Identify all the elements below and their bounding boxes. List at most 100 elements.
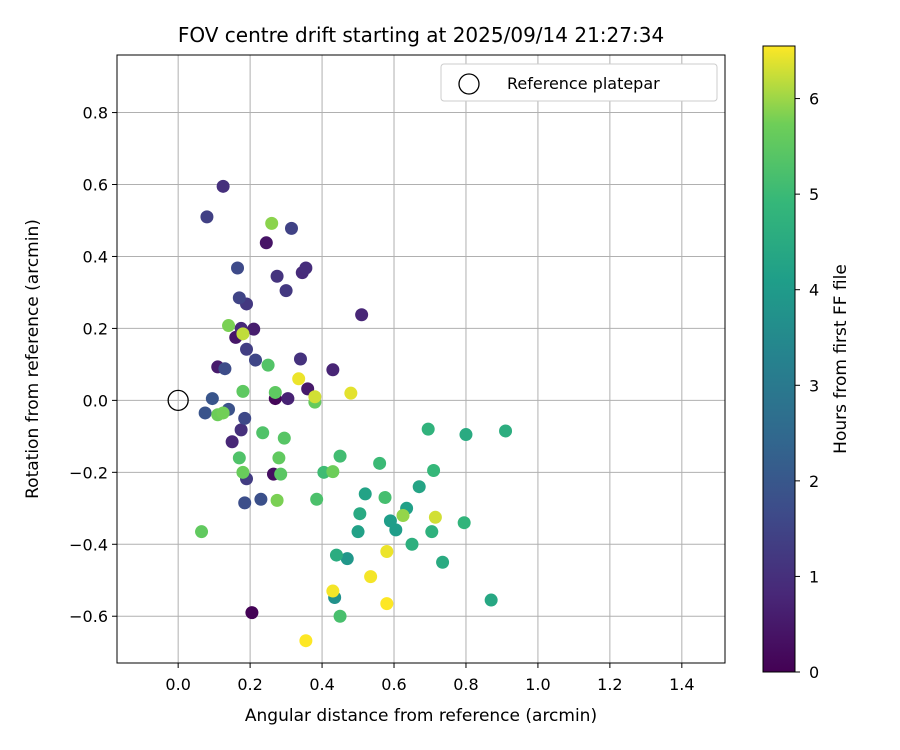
x-axis: 0.0 0.2 0.4 0.6 0.8 1.0 1.2 1.4 [165,663,695,694]
data-point [198,406,212,420]
x-tick-label: 0.6 [381,675,406,694]
colorbar-tick-label: 4 [809,281,819,300]
data-point [272,451,286,465]
data-point [380,597,394,611]
data-point [270,493,284,507]
x-tick-label: 1.0 [525,675,550,694]
chart-title: FOV centre drift starting at 2025/09/14 … [178,23,664,47]
data-point [428,510,442,524]
data-point [405,537,419,551]
data-point [256,426,270,440]
colorbar-ticks: 0 1 2 3 4 5 6 [795,90,819,682]
data-point [232,291,246,305]
data-point [427,464,441,478]
data-point [380,544,394,558]
data-point [326,465,340,479]
data-point [351,525,365,539]
data-point [353,507,367,521]
legend: Reference platepar [440,63,718,102]
data-point [499,424,513,438]
data-point [293,352,307,366]
reference-platepar-marker [167,389,189,412]
data-point [270,269,284,283]
data-point [218,362,232,376]
data-point [225,435,239,449]
data-point [259,236,273,250]
data-point [238,496,252,510]
colorbar-label: Hours from first FF file [831,264,851,454]
colorbar-frame [762,45,796,673]
data-point [484,593,498,607]
data-point [277,431,291,445]
data-point [344,386,358,400]
data-point [236,327,250,341]
data-point [459,428,473,442]
data-point [222,319,236,333]
data-point [234,423,248,437]
data-point [268,385,282,399]
y-tick-label: −0.6 [69,607,108,626]
x-tick-label: 0.0 [165,675,190,694]
data-point [236,465,250,479]
data-point [265,216,279,230]
y-tick-label: 0.0 [83,391,108,410]
data-point [299,634,313,648]
data-point [232,451,246,465]
data-point [238,411,252,425]
data-point [236,384,250,398]
data-point [396,508,410,522]
colorbar-tick-label: 6 [809,90,819,109]
x-tick-label: 0.4 [309,675,334,694]
x-axis-label: Angular distance from reference (arcmin) [245,706,597,726]
data-point [383,514,397,528]
data-point [421,422,435,436]
data-point [281,392,295,406]
colorbar-tick-label: 3 [809,376,819,395]
y-tick-label: −0.4 [69,535,108,554]
data-point [457,516,471,530]
legend-box [440,63,718,102]
legend-entry-reference: Reference platepar [507,74,660,93]
data-point [364,570,378,584]
data-point [355,308,369,322]
data-point [425,525,439,539]
legend-reference-marker [458,73,480,95]
data-point [216,406,230,420]
data-point [249,353,263,367]
x-tick-label: 1.2 [597,675,622,694]
data-point [373,456,387,470]
data-point [308,390,322,404]
data-point [284,221,298,235]
data-point [245,606,259,620]
colorbar-tick-label: 1 [809,567,819,586]
data-point [326,363,340,377]
reference-marker-group [167,389,189,412]
data-point [240,342,254,356]
colorbar-tick-label: 2 [809,472,819,491]
data-point [378,491,392,505]
data-point [310,492,324,506]
data-point [261,358,275,372]
plot-frame [116,54,726,664]
data-point [329,548,343,562]
colorbar: 0 1 2 3 4 5 6 Hours from first FF file [762,45,851,682]
data-point [279,284,293,298]
data-point [326,584,340,598]
data-point [231,261,245,275]
data-point [299,261,313,275]
data-point [216,179,230,193]
data-point [195,525,209,539]
data-point [340,552,354,566]
x-tick-label: 0.8 [453,675,478,694]
data-point [274,467,288,481]
y-axis-label: Rotation from reference (arcmin) [23,219,43,499]
y-tick-label: −0.2 [69,463,108,482]
colorbar-tick-label: 0 [809,663,819,682]
data-point [333,449,347,463]
data-point [205,392,219,406]
y-axis: −0.6 −0.4 −0.2 0.0 0.2 0.4 0.6 0.8 [69,104,117,626]
data-point [333,609,347,623]
data-point [412,480,426,494]
data-point [254,492,268,506]
